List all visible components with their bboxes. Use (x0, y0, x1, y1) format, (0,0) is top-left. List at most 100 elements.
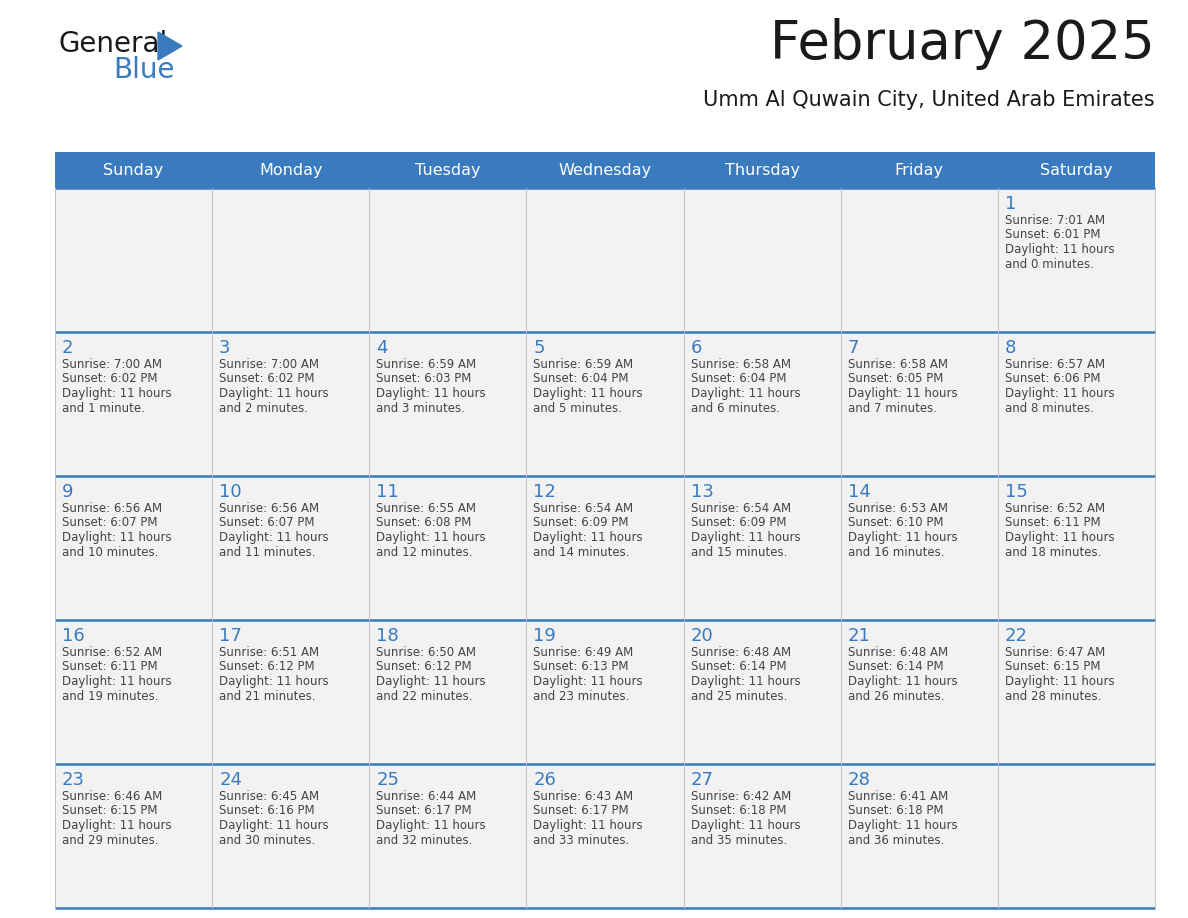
Bar (526, 476, 683, 620)
Text: Sunrise: 6:54 AM: Sunrise: 6:54 AM (690, 502, 791, 515)
Text: Sunrise: 6:56 AM: Sunrise: 6:56 AM (62, 502, 162, 515)
Text: 23: 23 (62, 771, 86, 789)
Bar (55, 764, 213, 908)
Bar (369, 332, 526, 476)
Text: 19: 19 (533, 627, 556, 645)
Text: 20: 20 (690, 627, 713, 645)
Text: Sunset: 6:09 PM: Sunset: 6:09 PM (690, 517, 786, 530)
Text: 3: 3 (219, 339, 230, 357)
Text: 24: 24 (219, 771, 242, 789)
Text: Sunset: 6:02 PM: Sunset: 6:02 PM (62, 373, 158, 386)
Bar (998, 620, 1155, 764)
Text: and 19 minutes.: and 19 minutes. (62, 689, 158, 702)
Text: Sunrise: 6:53 AM: Sunrise: 6:53 AM (848, 502, 948, 515)
Bar (55, 188, 213, 332)
Text: Tuesday: Tuesday (415, 162, 481, 177)
Bar (998, 332, 1155, 476)
Bar (369, 764, 526, 908)
Text: Sunrise: 6:51 AM: Sunrise: 6:51 AM (219, 646, 320, 659)
Text: and 11 minutes.: and 11 minutes. (219, 545, 316, 558)
Text: 18: 18 (377, 627, 399, 645)
Text: Daylight: 11 hours: Daylight: 11 hours (848, 819, 958, 832)
Bar (369, 620, 526, 764)
Bar (683, 188, 841, 332)
Bar (55, 620, 213, 764)
Bar (55, 476, 213, 620)
Text: Sunday: Sunday (103, 162, 164, 177)
Text: Sunset: 6:04 PM: Sunset: 6:04 PM (690, 373, 786, 386)
Text: Daylight: 11 hours: Daylight: 11 hours (1005, 531, 1114, 544)
Text: Sunrise: 6:46 AM: Sunrise: 6:46 AM (62, 790, 163, 803)
Text: Daylight: 11 hours: Daylight: 11 hours (690, 531, 801, 544)
Text: Sunrise: 6:47 AM: Sunrise: 6:47 AM (1005, 646, 1105, 659)
Text: Daylight: 11 hours: Daylight: 11 hours (377, 387, 486, 400)
Text: February 2025: February 2025 (770, 18, 1155, 70)
Text: Sunset: 6:16 PM: Sunset: 6:16 PM (219, 804, 315, 818)
Text: Sunset: 6:17 PM: Sunset: 6:17 PM (377, 804, 472, 818)
Bar (526, 332, 683, 476)
Text: Daylight: 11 hours: Daylight: 11 hours (62, 531, 171, 544)
Bar (998, 188, 1155, 332)
Text: Daylight: 11 hours: Daylight: 11 hours (848, 675, 958, 688)
Text: 4: 4 (377, 339, 387, 357)
Text: Sunrise: 6:48 AM: Sunrise: 6:48 AM (690, 646, 791, 659)
Polygon shape (158, 32, 182, 60)
Text: Wednesday: Wednesday (558, 162, 651, 177)
Text: Monday: Monday (259, 162, 322, 177)
Text: Sunset: 6:18 PM: Sunset: 6:18 PM (690, 804, 786, 818)
Text: Sunset: 6:14 PM: Sunset: 6:14 PM (690, 660, 786, 674)
Text: Sunset: 6:05 PM: Sunset: 6:05 PM (848, 373, 943, 386)
Bar (683, 764, 841, 908)
Text: and 15 minutes.: and 15 minutes. (690, 545, 786, 558)
Bar (841, 620, 998, 764)
Text: Sunrise: 6:52 AM: Sunrise: 6:52 AM (62, 646, 162, 659)
Text: 27: 27 (690, 771, 714, 789)
Bar (998, 764, 1155, 908)
Text: Sunset: 6:04 PM: Sunset: 6:04 PM (533, 373, 628, 386)
Bar (213, 764, 369, 908)
Bar (526, 620, 683, 764)
Text: Daylight: 11 hours: Daylight: 11 hours (1005, 243, 1114, 256)
Text: Sunrise: 6:55 AM: Sunrise: 6:55 AM (377, 502, 476, 515)
Text: and 36 minutes.: and 36 minutes. (848, 834, 944, 846)
Text: Sunset: 6:10 PM: Sunset: 6:10 PM (848, 517, 943, 530)
Text: and 1 minute.: and 1 minute. (62, 401, 145, 415)
Bar (369, 476, 526, 620)
Bar (213, 620, 369, 764)
Text: Sunset: 6:11 PM: Sunset: 6:11 PM (62, 660, 158, 674)
Bar (841, 188, 998, 332)
Text: Daylight: 11 hours: Daylight: 11 hours (690, 675, 801, 688)
Text: and 28 minutes.: and 28 minutes. (1005, 689, 1101, 702)
Text: Daylight: 11 hours: Daylight: 11 hours (533, 675, 643, 688)
Text: Blue: Blue (113, 56, 175, 84)
Text: Sunset: 6:09 PM: Sunset: 6:09 PM (533, 517, 628, 530)
Text: Sunset: 6:07 PM: Sunset: 6:07 PM (62, 517, 158, 530)
Text: Daylight: 11 hours: Daylight: 11 hours (377, 531, 486, 544)
Text: Sunset: 6:03 PM: Sunset: 6:03 PM (377, 373, 472, 386)
Text: Sunset: 6:14 PM: Sunset: 6:14 PM (848, 660, 943, 674)
Text: Sunset: 6:15 PM: Sunset: 6:15 PM (1005, 660, 1100, 674)
Bar (683, 476, 841, 620)
Text: Sunrise: 6:45 AM: Sunrise: 6:45 AM (219, 790, 320, 803)
Text: 12: 12 (533, 483, 556, 501)
Text: Friday: Friday (895, 162, 943, 177)
Text: and 29 minutes.: and 29 minutes. (62, 834, 158, 846)
Bar (369, 188, 526, 332)
Text: 9: 9 (62, 483, 74, 501)
Text: 22: 22 (1005, 627, 1028, 645)
Text: and 33 minutes.: and 33 minutes. (533, 834, 630, 846)
Bar (841, 764, 998, 908)
Text: 2: 2 (62, 339, 74, 357)
Text: Daylight: 11 hours: Daylight: 11 hours (690, 387, 801, 400)
Text: Daylight: 11 hours: Daylight: 11 hours (377, 819, 486, 832)
Text: Daylight: 11 hours: Daylight: 11 hours (690, 819, 801, 832)
Text: Daylight: 11 hours: Daylight: 11 hours (219, 387, 329, 400)
Text: Sunset: 6:15 PM: Sunset: 6:15 PM (62, 804, 158, 818)
Text: Sunrise: 6:59 AM: Sunrise: 6:59 AM (377, 358, 476, 371)
Text: and 30 minutes.: and 30 minutes. (219, 834, 315, 846)
Text: Umm Al Quwain City, United Arab Emirates: Umm Al Quwain City, United Arab Emirates (703, 90, 1155, 110)
Text: Daylight: 11 hours: Daylight: 11 hours (377, 675, 486, 688)
Text: Daylight: 11 hours: Daylight: 11 hours (219, 531, 329, 544)
Text: Sunrise: 6:58 AM: Sunrise: 6:58 AM (690, 358, 790, 371)
Text: Sunrise: 6:44 AM: Sunrise: 6:44 AM (377, 790, 476, 803)
